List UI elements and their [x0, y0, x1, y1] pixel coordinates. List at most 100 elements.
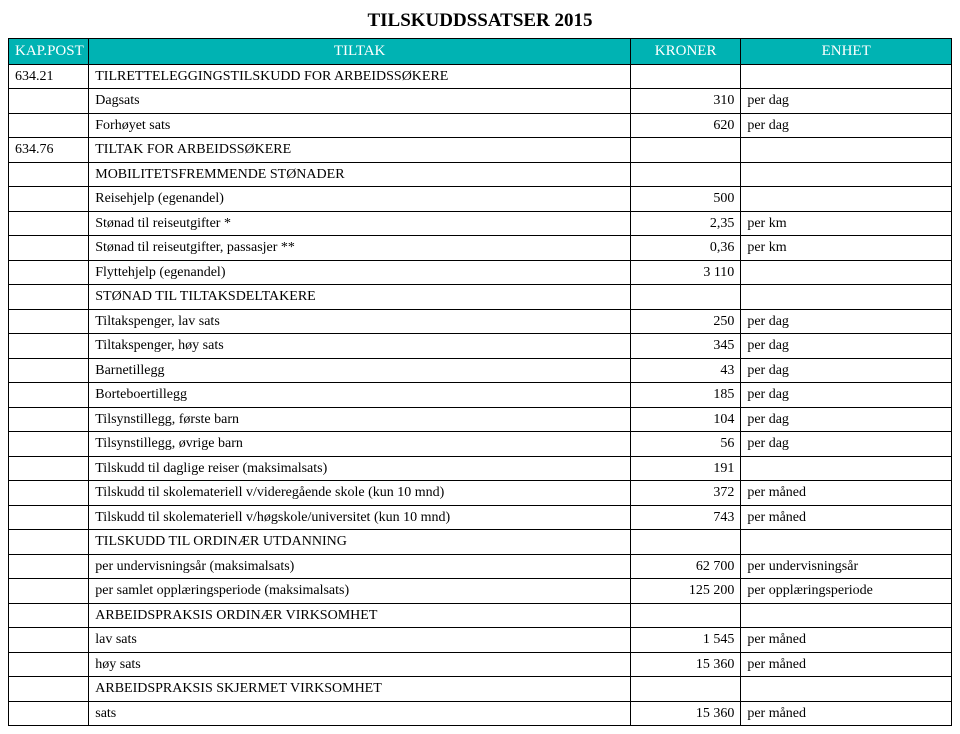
- table-row: Barnetillegg43per dag: [9, 358, 952, 383]
- cell-kap-post: [9, 89, 89, 114]
- cell-kroner: 15 360: [630, 652, 740, 677]
- col-tiltak: TILTAK: [89, 39, 631, 65]
- cell-kroner: 620: [630, 113, 740, 138]
- cell-kroner: 345: [630, 334, 740, 359]
- cell-kap-post: 634.21: [9, 64, 89, 89]
- cell-kroner: [630, 285, 740, 310]
- cell-enhet: per måned: [741, 701, 952, 726]
- cell-kap-post: [9, 554, 89, 579]
- cell-tiltak: Borteboertillegg: [89, 383, 631, 408]
- cell-kap-post: 634.76: [9, 138, 89, 163]
- cell-tiltak: ARBEIDSPRAKSIS ORDINÆR VIRKSOMHET: [89, 603, 631, 628]
- cell-tiltak: Stønad til reiseutgifter, passasjer **: [89, 236, 631, 261]
- cell-enhet: [741, 456, 952, 481]
- table-row: Tilskudd til skolemateriell v/videregåen…: [9, 481, 952, 506]
- cell-tiltak: Tilsynstillegg, øvrige barn: [89, 432, 631, 457]
- cell-tiltak: høy sats: [89, 652, 631, 677]
- cell-kroner: 62 700: [630, 554, 740, 579]
- table-row: Tiltakspenger, lav sats250per dag: [9, 309, 952, 334]
- cell-tiltak: Tilsynstillegg, første barn: [89, 407, 631, 432]
- cell-kap-post: [9, 628, 89, 653]
- cell-kap-post: [9, 579, 89, 604]
- cell-enhet: [741, 603, 952, 628]
- cell-enhet: [741, 162, 952, 187]
- cell-kap-post: [9, 701, 89, 726]
- cell-enhet: per måned: [741, 652, 952, 677]
- cell-enhet: [741, 260, 952, 285]
- cell-kroner: 191: [630, 456, 740, 481]
- cell-kroner: 743: [630, 505, 740, 530]
- cell-enhet: [741, 138, 952, 163]
- cell-kroner: [630, 162, 740, 187]
- cell-enhet: [741, 677, 952, 702]
- cell-tiltak: Stønad til reiseutgifter *: [89, 211, 631, 236]
- cell-tiltak: Flyttehjelp (egenandel): [89, 260, 631, 285]
- cell-kroner: [630, 530, 740, 555]
- cell-kroner: [630, 138, 740, 163]
- cell-kroner: 43: [630, 358, 740, 383]
- table-row: ARBEIDSPRAKSIS SKJERMET VIRKSOMHET: [9, 677, 952, 702]
- table-row: Tiltakspenger, høy sats345per dag: [9, 334, 952, 359]
- cell-kap-post: [9, 309, 89, 334]
- cell-kroner: 56: [630, 432, 740, 457]
- cell-kroner: 125 200: [630, 579, 740, 604]
- table-row: Tilskudd til daglige reiser (maksimalsat…: [9, 456, 952, 481]
- cell-kap-post: [9, 113, 89, 138]
- cell-kroner: [630, 64, 740, 89]
- cell-kap-post: [9, 383, 89, 408]
- cell-kroner: 250: [630, 309, 740, 334]
- cell-enhet: per dag: [741, 407, 952, 432]
- cell-kap-post: [9, 285, 89, 310]
- cell-kroner: 2,35: [630, 211, 740, 236]
- cell-kroner: 185: [630, 383, 740, 408]
- cell-kap-post: [9, 652, 89, 677]
- cell-enhet: per dag: [741, 334, 952, 359]
- table-row: Borteboertillegg185per dag: [9, 383, 952, 408]
- cell-tiltak: Forhøyet sats: [89, 113, 631, 138]
- table-row: per samlet opplæringsperiode (maksimalsa…: [9, 579, 952, 604]
- table-row: 634.76TILTAK FOR ARBEIDSSØKERE: [9, 138, 952, 163]
- cell-kroner: 3 110: [630, 260, 740, 285]
- cell-enhet: per undervisningsår: [741, 554, 952, 579]
- cell-tiltak: lav sats: [89, 628, 631, 653]
- cell-kroner: 0,36: [630, 236, 740, 261]
- table-header-row: KAP.POST TILTAK KRONER ENHET: [9, 39, 952, 65]
- col-kap-post: KAP.POST: [9, 39, 89, 65]
- cell-kap-post: [9, 187, 89, 212]
- cell-tiltak: Dagsats: [89, 89, 631, 114]
- cell-tiltak: Tilskudd til daglige reiser (maksimalsat…: [89, 456, 631, 481]
- table-row: per undervisningsår (maksimalsats)62 700…: [9, 554, 952, 579]
- table-row: Reisehjelp (egenandel)500: [9, 187, 952, 212]
- table-row: Stønad til reiseutgifter *2,35per km: [9, 211, 952, 236]
- cell-enhet: per dag: [741, 113, 952, 138]
- cell-kap-post: [9, 603, 89, 628]
- table-row: Tilsynstillegg, første barn104per dag: [9, 407, 952, 432]
- cell-kroner: 500: [630, 187, 740, 212]
- cell-kap-post: [9, 358, 89, 383]
- table-row: Tilsynstillegg, øvrige barn56per dag: [9, 432, 952, 457]
- cell-kap-post: [9, 260, 89, 285]
- cell-tiltak: Reisehjelp (egenandel): [89, 187, 631, 212]
- cell-enhet: [741, 530, 952, 555]
- page-title: TILSKUDDSSATSER 2015: [8, 10, 952, 32]
- cell-kroner: 104: [630, 407, 740, 432]
- rates-table: KAP.POST TILTAK KRONER ENHET 634.21TILRE…: [8, 38, 952, 726]
- cell-tiltak: TILRETTELEGGINGSTILSKUDD FOR ARBEIDSSØKE…: [89, 64, 631, 89]
- cell-kap-post: [9, 505, 89, 530]
- cell-tiltak: per undervisningsår (maksimalsats): [89, 554, 631, 579]
- cell-enhet: [741, 285, 952, 310]
- cell-enhet: per dag: [741, 383, 952, 408]
- table-row: Stønad til reiseutgifter, passasjer **0,…: [9, 236, 952, 261]
- cell-kap-post: [9, 211, 89, 236]
- table-row: TILSKUDD TIL ORDINÆR UTDANNING: [9, 530, 952, 555]
- table-row: ARBEIDSPRAKSIS ORDINÆR VIRKSOMHET: [9, 603, 952, 628]
- cell-kroner: 310: [630, 89, 740, 114]
- cell-tiltak: STØNAD TIL TILTAKSDELTAKERE: [89, 285, 631, 310]
- cell-enhet: per dag: [741, 309, 952, 334]
- table-row: STØNAD TIL TILTAKSDELTAKERE: [9, 285, 952, 310]
- col-kroner: KRONER: [630, 39, 740, 65]
- cell-kap-post: [9, 481, 89, 506]
- table-row: MOBILITETSFREMMENDE STØNADER: [9, 162, 952, 187]
- table-row: høy sats15 360per måned: [9, 652, 952, 677]
- cell-kap-post: [9, 677, 89, 702]
